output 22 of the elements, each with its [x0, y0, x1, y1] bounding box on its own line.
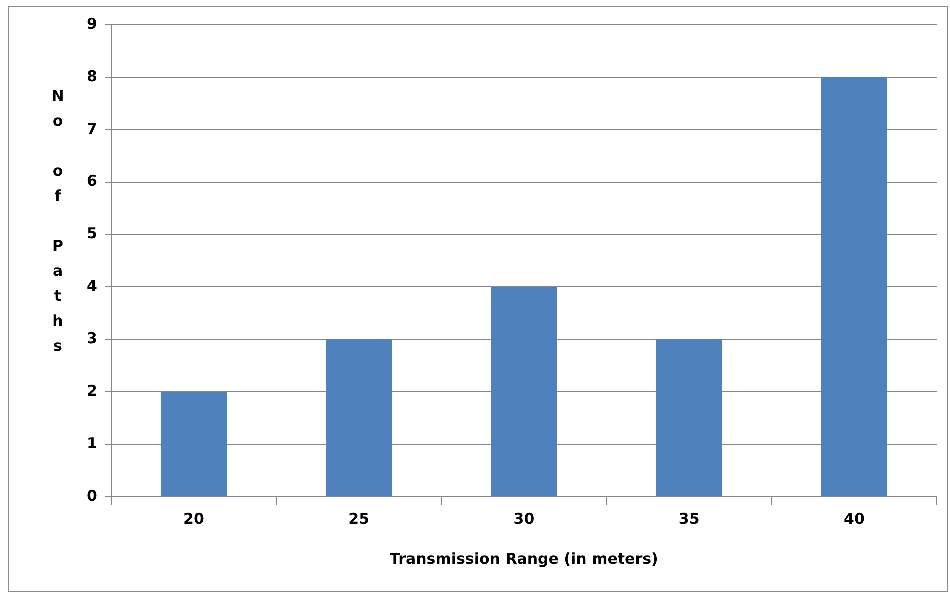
x-tick-label: 20 [184, 510, 204, 528]
y-axis-title: No of Paths [49, 87, 67, 362]
y-tick-label: 1 [87, 434, 98, 452]
y-tick-label: 3 [87, 330, 98, 348]
bar [656, 340, 722, 496]
bar [160, 392, 228, 496]
y-tick-label: 5 [87, 224, 98, 243]
y-tick-label: 6 [87, 172, 98, 190]
bar [821, 77, 888, 496]
y-tick-label: 7 [87, 120, 98, 138]
y-tick-label: 9 [87, 14, 98, 33]
x-tick-label: 40 [844, 510, 865, 528]
y-tick-label: 4 [87, 277, 98, 296]
x-tick-label: 25 [348, 510, 370, 528]
y-tick-label: 0 [87, 486, 98, 505]
y-tick-label: 2 [87, 382, 98, 400]
x-tick-label: 35 [678, 510, 700, 528]
bar [326, 340, 392, 496]
x-tick-label: 30 [514, 510, 535, 528]
x-axis-title: Transmission Range (in meters) [390, 550, 658, 568]
y-tick-label: 8 [87, 67, 98, 86]
bar [491, 287, 558, 496]
